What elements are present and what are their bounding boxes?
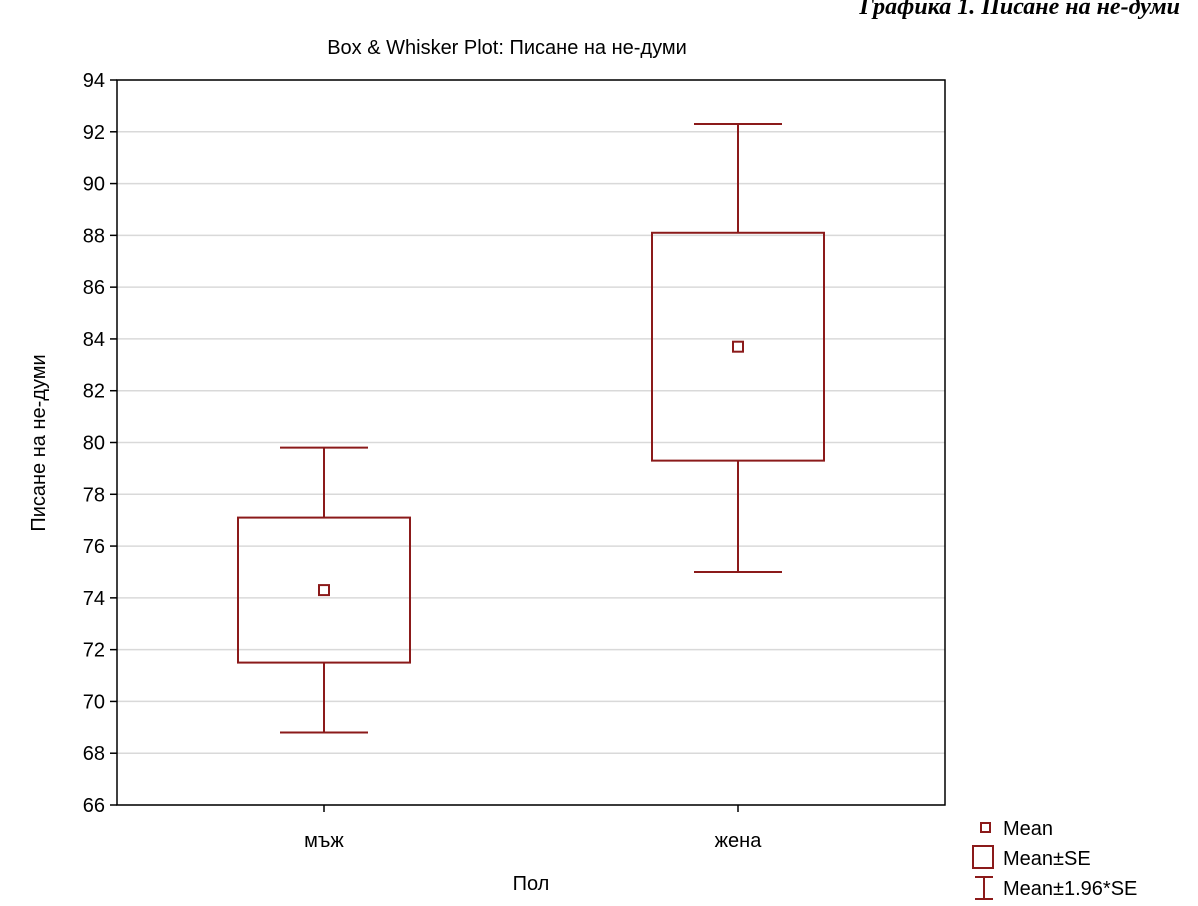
legend-label-mean: Mean [1003,818,1053,840]
y-tick-label: 76 [83,536,105,558]
legend-se-swatch [972,845,994,869]
y-tick-label: 70 [83,691,105,713]
box-whisker-marks [237,123,825,734]
y-tick-label: 92 [83,122,105,144]
legend-item-mean: Mean [980,818,1053,840]
plot-area [116,79,946,806]
y-tick-label: 68 [83,743,105,765]
y-tick-label: 72 [83,640,105,662]
y-tick-label: 84 [83,329,105,351]
chart-frame: Box & Whisker Plot: Писане на не-думи 66… [9,24,1189,902]
gridlines [117,79,945,806]
y-tick-label: 66 [83,795,105,817]
x-axis-label: Пол [513,873,550,895]
x-tick-label: мъж [304,830,344,852]
chart-legend: Mean Mean±SE Mean±1.96*SE [972,818,1137,900]
y-axis-label: Писане на не-думи [28,354,50,531]
legend-label-ci: Mean±1.96*SE [1003,878,1137,900]
y-tick-label: 80 [83,433,105,455]
mean-marker [318,584,330,597]
y-tick-label: 94 [83,70,105,92]
y-tick-label: 74 [83,588,105,610]
figure-caption: Графика 1. Писане на не-думи [859,0,1180,20]
se-box [651,231,825,462]
box-group-female [651,123,825,573]
mean-marker [732,340,744,353]
y-tick-label: 82 [83,381,105,403]
chart-title: Box & Whisker Plot: Писане на не-думи [327,37,687,59]
box-group-male [237,446,411,734]
x-tick-label: жена [715,830,763,852]
box-whisker-chart: Box & Whisker Plot: Писане на не-думи 66… [28,37,1137,900]
y-tick-label: 78 [83,484,105,506]
y-tick-label: 86 [83,277,105,299]
x-axis-ticks: мъж жена [304,805,762,852]
y-tick-label: 88 [83,225,105,247]
y-tick-label: 90 [83,174,105,196]
legend-item-ci: Mean±1.96*SE [975,876,1137,900]
y-axis-ticks: 66 68 70 72 74 76 78 80 82 84 86 88 90 92 94 [83,70,117,817]
legend-label-se: Mean±SE [1003,848,1091,870]
legend-item-se: Mean±SE [972,845,1091,870]
se-box [237,516,411,664]
legend-mean-swatch [980,822,991,833]
